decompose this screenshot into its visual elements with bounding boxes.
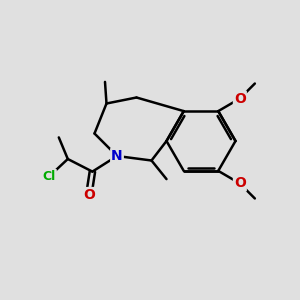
Text: O: O	[234, 176, 246, 190]
Text: O: O	[83, 188, 95, 202]
Text: Cl: Cl	[43, 170, 56, 183]
Text: N: N	[111, 149, 123, 163]
Text: O: O	[234, 92, 246, 106]
